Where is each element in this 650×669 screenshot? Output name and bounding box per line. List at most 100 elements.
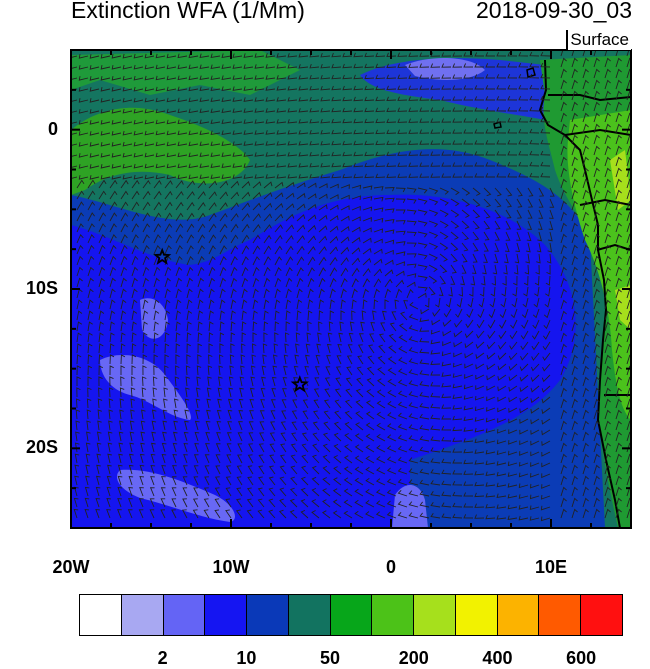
wind-barb xyxy=(120,343,126,354)
wind-barb xyxy=(221,97,232,102)
wind-barb xyxy=(197,354,202,365)
wind-barb xyxy=(452,362,463,368)
wind-barb xyxy=(406,187,417,193)
wind-barb xyxy=(335,366,342,376)
wind-barb xyxy=(496,151,507,156)
wind-barb xyxy=(98,310,105,321)
wind-barb xyxy=(197,234,206,244)
wind-barb xyxy=(186,191,195,200)
wind-barb xyxy=(604,354,611,365)
wind-barb xyxy=(219,310,225,321)
wind-barb xyxy=(122,152,133,158)
wind-barb xyxy=(120,288,127,299)
wind-barb xyxy=(133,86,144,92)
wind-barb xyxy=(441,118,452,123)
wind-barb xyxy=(78,76,89,81)
wind-barb xyxy=(604,189,611,200)
wind-barb xyxy=(489,297,496,308)
wind-barb xyxy=(287,108,298,113)
wind-barb xyxy=(164,190,173,200)
wind-barb xyxy=(571,233,578,244)
wind-barb xyxy=(254,97,265,102)
wind-barb xyxy=(355,399,364,409)
wind-barb xyxy=(378,344,386,354)
wind-barb xyxy=(366,389,375,398)
wind-barb xyxy=(166,130,177,136)
wind-barb xyxy=(362,278,370,288)
wind-barb xyxy=(417,198,428,205)
wind-barb xyxy=(252,277,260,288)
wind-barb xyxy=(78,65,89,70)
wind-barb xyxy=(100,131,111,136)
wind-barb xyxy=(384,187,395,192)
colorbar-cell xyxy=(372,595,415,635)
wind-barb xyxy=(475,352,485,360)
wind-barb xyxy=(626,277,631,288)
wind-barb xyxy=(615,266,622,277)
wind-barb xyxy=(516,220,522,230)
wind-barb xyxy=(87,190,96,200)
wind-barb xyxy=(571,266,578,277)
wind-barb xyxy=(309,151,320,157)
wind-barb xyxy=(235,509,243,519)
wind-barb xyxy=(463,416,474,422)
wind-barb xyxy=(337,343,343,354)
wind-barb xyxy=(100,54,111,59)
wind-barb xyxy=(285,213,295,222)
wind-barb xyxy=(526,242,531,253)
wind-barb xyxy=(496,96,507,101)
wind-barb xyxy=(441,173,452,178)
wind-barb xyxy=(505,187,513,197)
wind-barb xyxy=(582,321,589,332)
wind-barb xyxy=(593,255,600,266)
wind-barb xyxy=(153,234,161,244)
wind-barb xyxy=(131,332,137,343)
wind-barb xyxy=(287,119,298,124)
wind-barb xyxy=(430,151,441,156)
wind-barb xyxy=(241,256,249,266)
wind-barb xyxy=(615,101,622,112)
wind-barb xyxy=(417,242,428,249)
wind-barb xyxy=(142,201,151,211)
wind-barb xyxy=(296,203,306,211)
wind-barb xyxy=(441,469,452,475)
wind-barb xyxy=(386,162,397,167)
wind-barb xyxy=(351,267,360,277)
wind-barb xyxy=(483,198,492,208)
wind-barb xyxy=(626,134,631,145)
wind-barb xyxy=(362,247,372,255)
wind-barb xyxy=(322,465,331,475)
wind-barb xyxy=(387,401,397,409)
wind-barb xyxy=(171,509,177,519)
wind-barb xyxy=(507,493,518,499)
wind-barb xyxy=(188,75,199,81)
wind-barb xyxy=(111,153,122,158)
wind-barb xyxy=(218,376,223,387)
wind-barb xyxy=(120,299,127,310)
wind-barb xyxy=(230,212,239,222)
wind-barb xyxy=(615,464,622,475)
wind-barb xyxy=(225,465,232,475)
wind-barb xyxy=(263,224,272,233)
wind-barb xyxy=(463,438,474,443)
wind-barb xyxy=(329,299,335,310)
wind-barb xyxy=(432,308,441,317)
wind-barb xyxy=(153,212,162,222)
wind-barb xyxy=(265,86,276,91)
wind-barb xyxy=(217,387,223,398)
wind-barb xyxy=(626,365,631,376)
wind-barb xyxy=(560,508,567,519)
wind-barb xyxy=(340,277,348,288)
wind-barb xyxy=(593,101,600,112)
wind-barb xyxy=(519,451,529,456)
wind-barb xyxy=(496,140,507,145)
wind-barb xyxy=(560,134,567,145)
wind-barb xyxy=(185,376,191,387)
wind-barb xyxy=(626,68,631,79)
wind-barb xyxy=(301,465,309,475)
wind-barb xyxy=(593,233,600,244)
wind-barb xyxy=(197,310,204,321)
wind-barb xyxy=(408,435,419,442)
wind-barb xyxy=(387,378,397,387)
wind-barb xyxy=(131,310,138,321)
